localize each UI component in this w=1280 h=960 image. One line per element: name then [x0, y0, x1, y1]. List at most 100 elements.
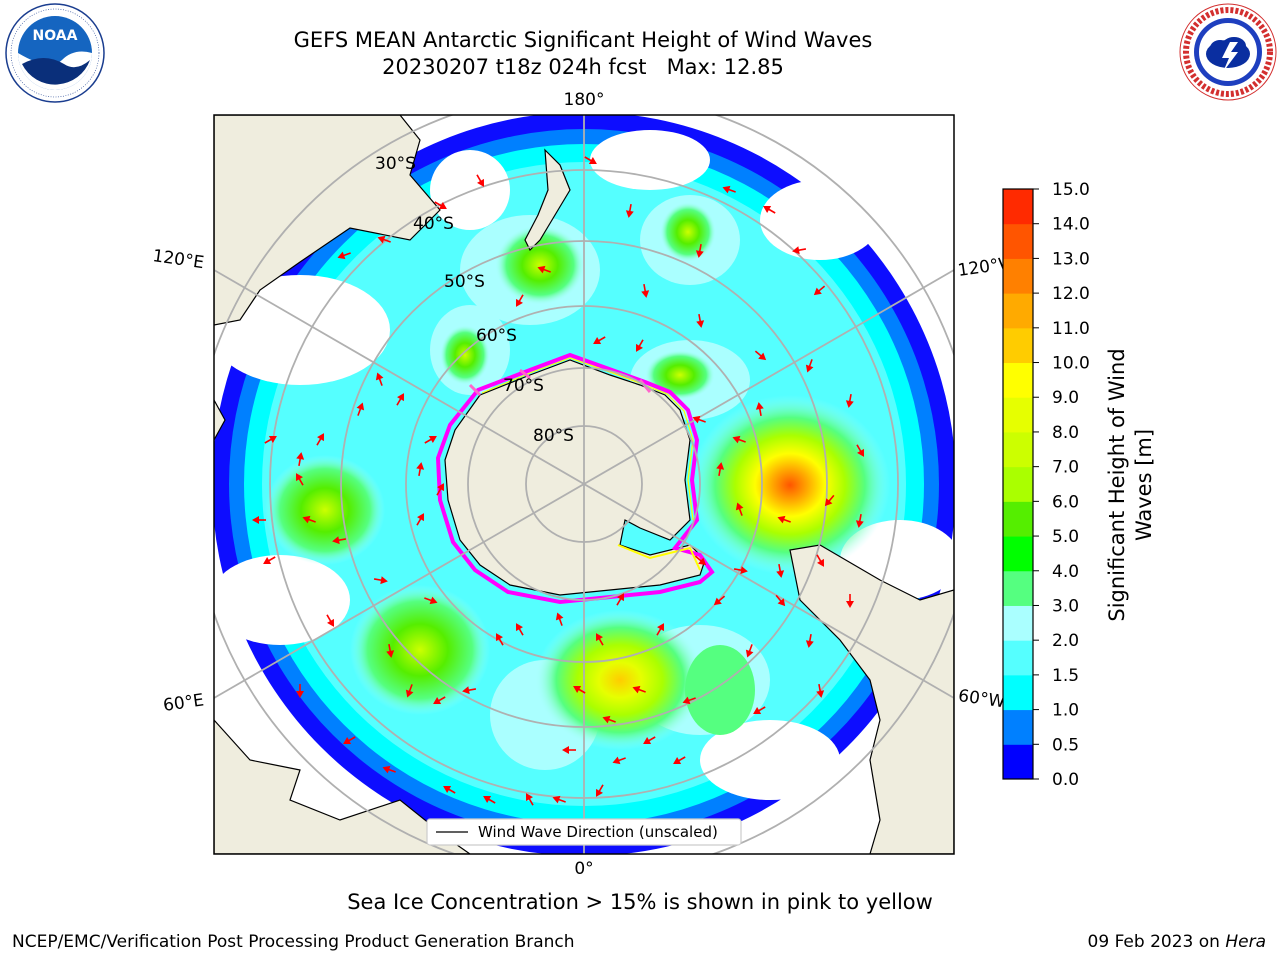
wave-direction-arrow	[792, 246, 807, 255]
wave-direction-arrow	[713, 595, 726, 606]
colorbar-segment	[1003, 536, 1033, 572]
australia-landmass	[214, 115, 441, 326]
wave-direction-arrow	[496, 633, 504, 646]
lon-label-0: 0°	[574, 859, 593, 879]
wave-direction-arrow	[682, 696, 696, 705]
lon-label-60w: 60°W	[957, 686, 1006, 712]
wave-direction-arrow	[483, 796, 496, 804]
wave-direction-arrow	[434, 201, 447, 209]
map-title: GEFS MEAN Antarctic Significant Height o…	[293, 28, 873, 52]
colorbar-tick-label: 5.0	[1052, 527, 1079, 547]
wave-direction-arrow	[552, 795, 566, 804]
colorbar-tick-label: 11.0	[1052, 319, 1090, 339]
wave-direction-arrow	[264, 436, 277, 444]
wave-direction-arrow	[855, 513, 864, 528]
colorbar-tick-label: 15.0	[1052, 180, 1090, 200]
map-content: 30°S 40°S 50°S 60°S 70°S 80°S	[214, 115, 954, 854]
wave-direction-arrow	[562, 746, 576, 754]
map-subtitle: 20230207 t18z 024h fcst Max: 12.85	[382, 55, 784, 79]
colorbar-segment	[1003, 397, 1033, 433]
nws-logo-icon	[1179, 3, 1277, 101]
wave-direction-arrow	[252, 516, 266, 524]
colorbar-segment	[1003, 431, 1033, 468]
colorbar-segment	[1003, 501, 1033, 537]
wave-direction-arrow	[436, 483, 444, 496]
wave-direction-arrow	[573, 686, 586, 694]
colorbar-tick-label: 2.0	[1052, 631, 1079, 651]
wave-direction-arrow	[775, 594, 786, 607]
colorbar-tick-label: 1.0	[1052, 701, 1079, 721]
wave-direction-arrow	[332, 536, 347, 545]
colorbar-label-line1: Significant Height of Wind	[1105, 348, 1129, 621]
wave-direction-arrow	[777, 515, 791, 524]
wave-direction-arrow	[343, 736, 356, 744]
map-legend: Wind Wave Direction (unscaled)	[426, 818, 742, 846]
latitude-labels: 30°S 40°S 50°S 60°S 70°S 80°S	[375, 154, 574, 446]
lat-label-60s: 60°S	[476, 326, 517, 346]
lat-label-50s: 50°S	[444, 272, 485, 292]
sea-ice-ring	[435, 352, 715, 605]
lon-label-120e: 120°E	[151, 246, 205, 273]
colorbar-tick-label: 0.5	[1052, 735, 1079, 755]
wave-direction-arrow	[602, 715, 616, 724]
lat-label-80s: 80°S	[533, 426, 574, 446]
wave-direction-arrow	[316, 433, 324, 446]
wave-direction-arrow	[856, 444, 864, 457]
new-zealand-landmass	[524, 148, 571, 252]
wave-direction-arrow	[337, 251, 351, 260]
wave-direction-arrow	[296, 473, 304, 486]
colorbar-segment	[1003, 258, 1033, 294]
wave-direction-arrow	[805, 633, 814, 648]
wave-direction-arrow	[516, 623, 524, 636]
wave-direction-arrow	[824, 494, 835, 507]
colorbar: 0.0 0.5 1.0 1.5 2.0 3.0 4.0 5.0 6.0 7.0 8.0 9.0 10.0…	[1002, 180, 1090, 790]
colorbar-tick-label: 6.0	[1052, 492, 1079, 512]
colorbar-tick-label: 10.0	[1052, 354, 1090, 374]
wave-direction-arrow	[816, 554, 824, 567]
graticule	[214, 115, 954, 854]
wave-direction-arrow	[733, 566, 748, 575]
wave-direction-arrow	[555, 612, 564, 626]
colorbar-segment	[1003, 605, 1033, 641]
wave-direction-arrow	[845, 393, 854, 408]
colorbar-tick-label: 0.0	[1052, 770, 1079, 790]
lon-label-180: 180°	[564, 90, 605, 110]
colorbar-segment	[1003, 640, 1033, 676]
south-america-landmass	[789, 544, 954, 854]
wave-direction-arrow	[356, 402, 365, 416]
wave-direction-arrow	[656, 623, 664, 636]
legend-label: Wind Wave Direction (unscaled)	[478, 823, 718, 841]
colorbar-tick-label: 14.0	[1052, 215, 1090, 235]
colorbar-segment	[1003, 674, 1033, 711]
noaa-wordmark: NOAA	[33, 28, 78, 44]
noaa-logo-icon: NOAA	[5, 3, 105, 103]
lat-label-40s: 40°S	[413, 214, 454, 234]
wave-direction-arrow	[396, 393, 404, 406]
wave-direction-arrow	[673, 756, 686, 764]
wave-direction-arrow	[443, 786, 456, 794]
wave-direction-arrow	[692, 415, 706, 424]
wave-direction-arrow	[516, 294, 524, 307]
wave-direction-arrow	[805, 359, 814, 373]
colorbar-segment	[1003, 189, 1033, 225]
map-frame	[213, 114, 955, 855]
colorbar-segment	[1003, 709, 1033, 745]
wave-direction-arrow	[632, 685, 646, 694]
date-stamp: 09 Feb 2023 on Hera	[1088, 932, 1266, 952]
wave-direction-arrow	[584, 156, 597, 164]
wave-direction-arrow	[263, 556, 276, 564]
antarctica-landmass	[444, 359, 706, 596]
wave-direction-arrow	[373, 576, 388, 585]
wave-direction-arrow	[732, 435, 746, 444]
colorbar-segment	[1003, 570, 1033, 606]
wave-direction-arrow	[641, 283, 650, 298]
wave-direction-arrow	[462, 686, 477, 695]
wave-direction-arrow	[593, 336, 606, 344]
wave-direction-arrow	[596, 784, 604, 797]
sea-ice-caption: Sea Ice Concentration > 15% is shown in …	[347, 890, 933, 914]
wave-direction-arrow	[846, 594, 854, 608]
lat-label-30s: 30°S	[375, 154, 416, 174]
colorbar-tick-label: 3.0	[1052, 596, 1079, 616]
wave-direction-arrow	[755, 402, 764, 417]
wave-direction-arrow	[763, 206, 776, 214]
